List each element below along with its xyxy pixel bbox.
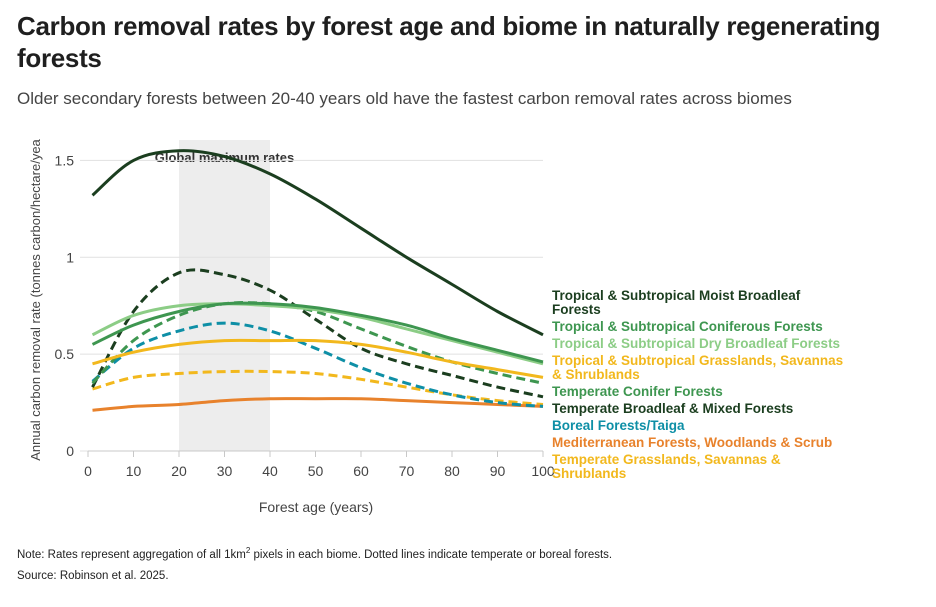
y-tick-label: 0 (66, 443, 74, 459)
x-axis-label: Forest age (years) (259, 499, 373, 515)
source-note: Source: Robinson et al. 2025. (17, 570, 169, 582)
chart-title: Carbon removal rates by forest age and b… (17, 11, 881, 73)
series-label: Tropical & Subtropical Coniferous Forest… (552, 319, 823, 334)
x-tick-label: 70 (399, 463, 415, 479)
y-axis-label: Annual carbon removal rate (tonnes carbo… (28, 138, 43, 460)
series-label: Tropical & Subtropical Grasslands, Savan… (552, 353, 843, 368)
x-tick-label: 40 (262, 463, 278, 479)
series-label: Temperate Grasslands, Savannas & (552, 452, 781, 467)
series-label: Forests (552, 302, 601, 317)
series-line (92, 338, 544, 379)
series-labels: Tropical & Subtropical Moist BroadleafFo… (552, 288, 843, 481)
series-label: Mediterranean Forests, Woodlands & Scrub (552, 435, 832, 450)
series-label: Temperate Conifer Forests (552, 384, 723, 399)
x-axis-ticks: 0 10 20 30 40 50 60 70 80 90 100 (84, 450, 555, 479)
series-line (91, 268, 544, 399)
series-label: Shrublands (552, 466, 626, 481)
x-tick-label: 90 (490, 463, 506, 479)
y-tick-label: 1.5 (55, 152, 75, 168)
x-tick-label: 30 (217, 463, 233, 479)
series-line (91, 302, 544, 366)
line-chart: Global maximum rates 00.511.5 0 10 20 30 40 5… (28, 138, 843, 515)
x-tick-label: 0 (84, 463, 92, 479)
footnote-text: Note: Rates represent aggregation of all… (17, 548, 246, 561)
footnote-text-end: pixels in each biome. Dotted lines indic… (250, 548, 613, 561)
chart-subtitle: Older secondary forests between 20-40 ye… (17, 89, 792, 108)
series-line (91, 301, 544, 364)
series-line (91, 321, 544, 408)
series-line (91, 301, 544, 385)
footnote-superscript: 2 (245, 546, 251, 555)
series-lines (91, 149, 544, 412)
series-line (92, 369, 544, 406)
x-tick-label: 50 (308, 463, 324, 479)
series-line (92, 397, 544, 412)
series-label: Temperate Broadleaf & Mixed Forests (552, 401, 793, 416)
y-tick-label: 1 (66, 249, 74, 265)
y-axis-ticks: 0 0.5 1 1.5 (55, 152, 75, 459)
y-tick-label: 0.5 (55, 346, 75, 362)
x-tick-label: 80 (444, 463, 460, 479)
x-tick-label: 100 (531, 463, 555, 479)
series-label: Boreal Forests/Taiga (552, 418, 685, 433)
series-label: Tropical & Subtropical Moist Broadleaf (552, 288, 801, 303)
series-label: Tropical & Subtropical Dry Broadleaf For… (552, 336, 840, 351)
x-tick-label: 10 (126, 463, 142, 479)
series-line (91, 149, 544, 337)
x-tick-label: 20 (171, 463, 187, 479)
footnote: Note: Rates represent aggregation of all… (17, 546, 612, 561)
x-tick-label: 60 (353, 463, 369, 479)
series-label: & Shrublands (552, 367, 640, 382)
